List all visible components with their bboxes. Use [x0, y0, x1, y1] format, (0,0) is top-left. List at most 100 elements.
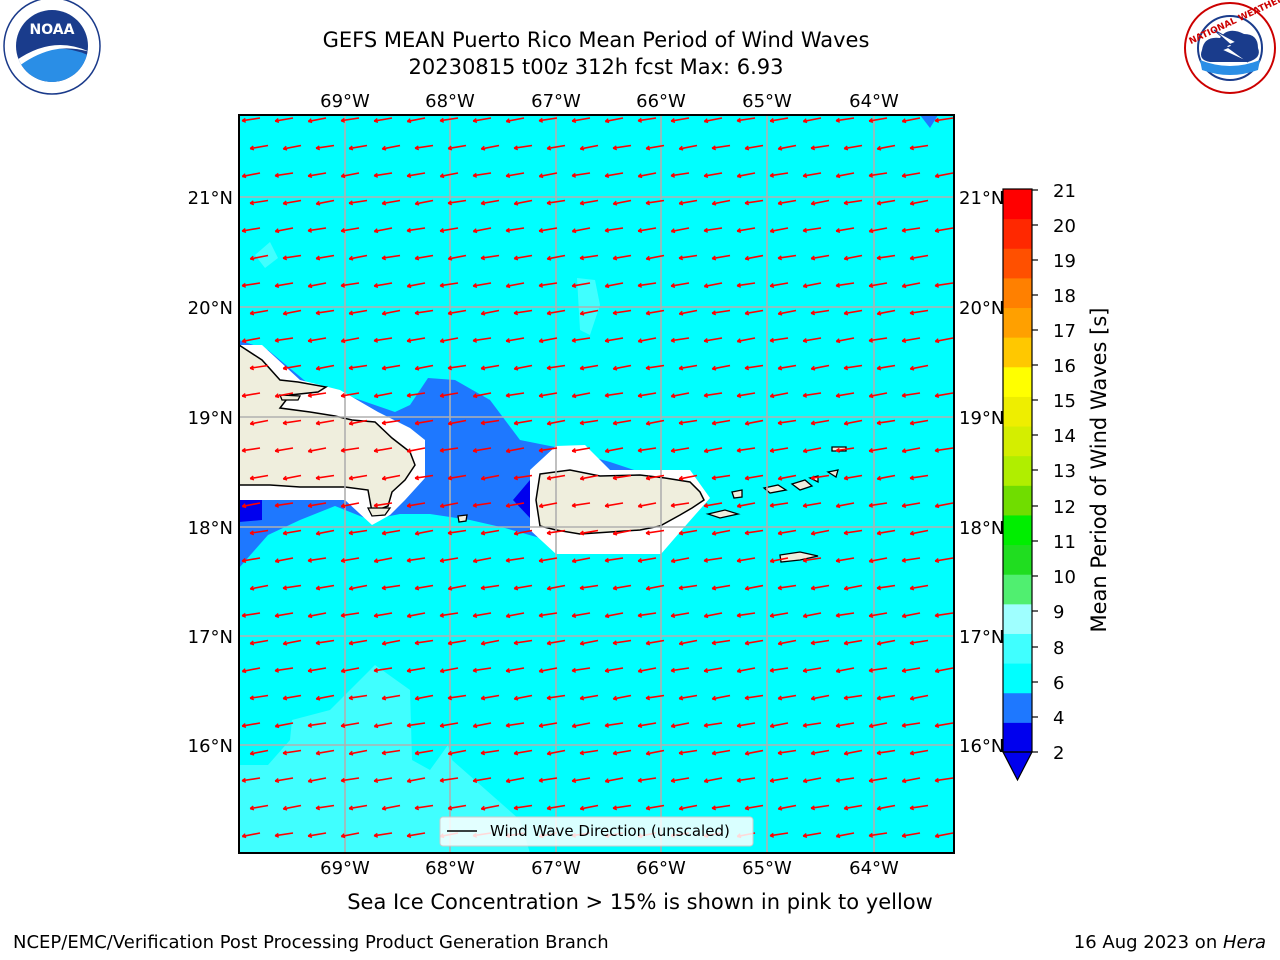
wind-wave-arrow: [447, 364, 467, 371]
wind-wave-arrow: [612, 749, 632, 756]
wind-wave-arrow: [901, 612, 921, 619]
wind-wave-arrow: [678, 474, 698, 481]
wind-wave-arrow: [901, 282, 921, 289]
wind-wave-arrow: [381, 584, 401, 591]
wind-wave-arrow: [414, 144, 434, 151]
wind-wave-arrow: [843, 474, 863, 481]
wind-wave-arrow: [472, 502, 492, 508]
bottom-lon-label: 68°W: [425, 858, 475, 879]
wind-wave-arrow: [868, 722, 888, 729]
wind-wave-arrow: [579, 804, 599, 811]
wind-wave-arrow: [439, 337, 459, 344]
wind-wave-arrow: [315, 529, 335, 536]
wind-wave-arrow: [472, 337, 492, 343]
wind-wave-arrow: [868, 832, 888, 838]
wind-wave-arrow: [571, 282, 591, 288]
wind-wave-arrow: [282, 254, 302, 261]
wind-wave-arrow: [381, 474, 401, 481]
wind-wave-arrow: [802, 777, 822, 784]
wind-wave-arrow: [241, 502, 261, 509]
wind-wave-arrow: [645, 144, 665, 151]
wind-wave-arrow: [835, 832, 855, 839]
colorbar-tick-label: 13: [1053, 461, 1076, 482]
colorbar-segment: [1003, 337, 1032, 368]
wind-wave-arrow: [307, 117, 327, 124]
wind-wave-arrow: [406, 502, 426, 508]
wind-wave-arrow: [711, 749, 731, 756]
wind-wave-arrow: [604, 612, 624, 619]
wind-wave-arrow: [604, 392, 624, 398]
bottom-lon-label: 66°W: [636, 858, 686, 879]
colorbar-tick-label: 20: [1053, 216, 1076, 237]
wind-wave-arrow: [703, 337, 723, 343]
longitude-labels: 69°W 69°W 68°W 68°W 67°W 67°W 66°W 66°W 65°W 65°W…: [320, 91, 899, 879]
wind-wave-arrow: [843, 804, 863, 811]
wind-wave-arrow: [868, 612, 888, 618]
wind-wave-arrow: [736, 282, 756, 288]
wind-wave-arrow: [835, 337, 855, 344]
wind-wave-arrow: [810, 364, 830, 371]
wind-wave-arrow: [901, 392, 921, 398]
wind-wave-arrow: [802, 612, 822, 619]
wind-wave-arrow: [249, 474, 269, 481]
wind-wave-arrow: [612, 254, 632, 261]
wind-wave-arrow: [868, 667, 888, 673]
wind-wave-arrow: [637, 227, 657, 233]
wind-wave-arrow: [414, 804, 434, 811]
wind-wave-arrow: [340, 337, 360, 344]
wind-wave-arrow: [546, 419, 566, 426]
wind-wave-arrow: [274, 117, 294, 123]
wind-wave-arrow: [414, 529, 434, 536]
wind-wave-arrow: [538, 117, 558, 123]
wind-wave-arrow: [843, 199, 863, 206]
wind-wave-arrow: [711, 804, 731, 811]
wind-wave-arrow: [538, 282, 558, 288]
wind-wave-arrow: [381, 144, 401, 151]
wind-wave-arrow: [876, 749, 896, 756]
wind-wave-arrow: [612, 584, 632, 591]
wind-wave-arrow: [777, 144, 797, 151]
wind-wave-arrow: [835, 447, 855, 453]
wind-wave-arrow: [538, 722, 558, 728]
wind-wave-arrow: [307, 557, 327, 563]
wind-wave-arrow: [711, 529, 731, 536]
land-puerto-rico: [535, 469, 705, 535]
wind-wave-arrow: [274, 502, 294, 508]
top-lon-label: 66°W: [636, 91, 686, 112]
wind-wave-arrow: [909, 804, 929, 811]
wind-wave-arrow: [604, 667, 624, 673]
wind-wave-arrow: [241, 777, 261, 783]
wind-wave-arrow: [909, 309, 929, 316]
wind-wave-arrow: [909, 144, 929, 151]
wind-wave-arrow: [645, 529, 665, 536]
colorbar-segment: [1003, 485, 1032, 516]
wind-wave-arrow: [777, 364, 797, 371]
bottom-lon-label: 67°W: [531, 858, 581, 879]
wind-wave-arrow: [480, 694, 500, 701]
wind-wave-arrow: [736, 777, 756, 783]
wind-wave-arrow: [876, 639, 896, 646]
wind-wave-arrow: [678, 694, 698, 701]
wind-wave-arrow: [274, 722, 294, 729]
wind-wave-arrow: [604, 337, 624, 343]
wind-wave-arrow: [645, 199, 665, 206]
wind-wave-arrow: [843, 254, 863, 261]
wind-wave-arrow: [480, 804, 500, 811]
wind-wave-arrow: [406, 337, 426, 343]
wind-wave-arrow: [315, 364, 335, 371]
wind-wave-arrow: [538, 612, 558, 618]
wind-wave-arrow: [447, 584, 467, 591]
wind-wave-arrow: [637, 667, 657, 674]
wind-wave-arrow: [406, 227, 426, 233]
wind-wave-arrow: [769, 227, 789, 234]
footer-date: 16 Aug 2023 on Hera: [1074, 932, 1266, 953]
wind-wave-arrow: [282, 364, 302, 371]
wind-wave-arrow: [340, 392, 360, 398]
wind-wave-arrow: [769, 447, 789, 453]
wind-wave-arrow: [909, 529, 929, 536]
wind-wave-arrow: [513, 804, 533, 811]
wind-wave-arrow: [604, 172, 624, 178]
wind-wave-arrow: [274, 172, 294, 178]
wind-wave-arrow: [249, 364, 269, 371]
wind-wave-arrow: [934, 557, 954, 563]
